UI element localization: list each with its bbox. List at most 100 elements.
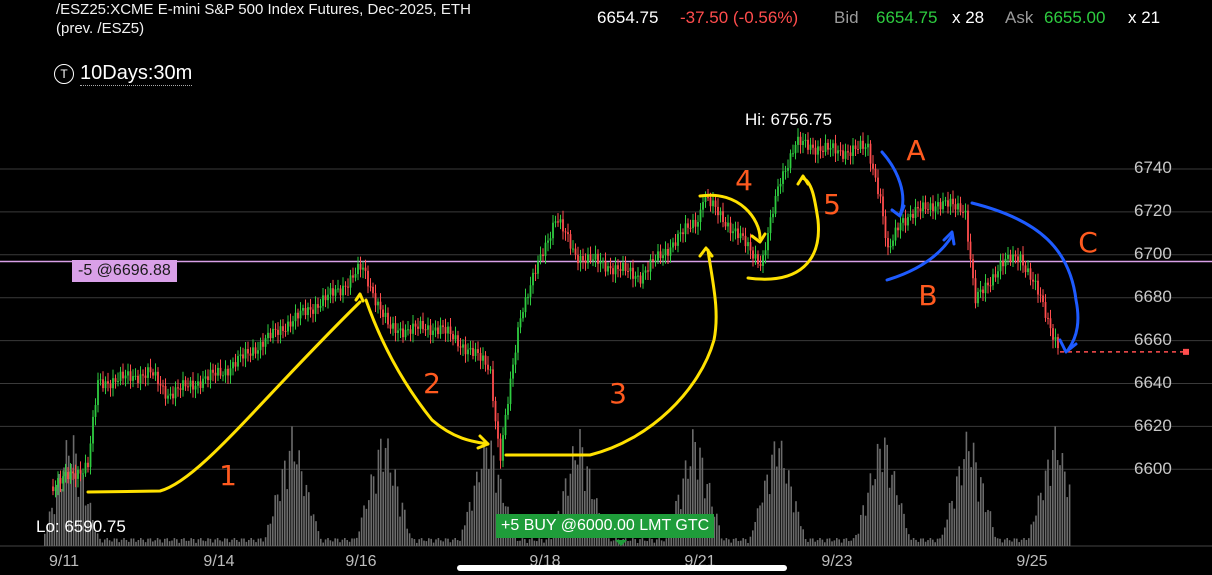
candle-body — [457, 335, 459, 347]
candle-body — [744, 235, 747, 247]
candle-body — [1004, 258, 1007, 267]
volume-bar — [1064, 471, 1066, 546]
volume-bar — [934, 542, 936, 546]
candle-body — [717, 206, 719, 216]
home-indicator[interactable] — [457, 565, 787, 571]
volume-bar — [780, 440, 783, 546]
volume-bar — [408, 533, 411, 546]
candle-body — [1014, 254, 1017, 257]
candle-body — [462, 344, 464, 348]
candle-body — [444, 327, 447, 334]
volume-bar — [747, 542, 749, 546]
volume-bar — [375, 493, 377, 546]
volume-bar — [999, 538, 1001, 546]
candle-body — [902, 218, 904, 223]
candle-body — [192, 380, 194, 390]
candle-body — [304, 308, 307, 316]
volume-bar — [908, 534, 910, 546]
volume-bar — [363, 505, 365, 546]
candle-body — [317, 304, 319, 308]
candle-body — [174, 387, 177, 399]
candle-body — [137, 375, 139, 384]
volume-bar — [519, 540, 521, 546]
volume-bar — [860, 514, 862, 546]
candle-body — [539, 254, 542, 261]
volume-bar — [430, 538, 432, 546]
candle-body — [282, 326, 284, 331]
yellow-arrow-1 — [86, 300, 362, 494]
candle-body — [494, 400, 497, 422]
volume-bar — [632, 538, 634, 546]
volume-bar — [125, 539, 128, 546]
candle-body — [62, 476, 64, 484]
volume-bar — [113, 538, 116, 546]
candle-body — [527, 296, 529, 298]
volume-bar — [240, 538, 243, 546]
volume-bar — [521, 538, 524, 546]
volume-bar — [744, 539, 747, 546]
ask-size: x 21 — [1128, 8, 1161, 27]
candle-body — [89, 443, 92, 468]
candle-body — [839, 150, 842, 152]
volume-bar — [188, 540, 190, 546]
candle-body — [1052, 328, 1054, 340]
candle-body — [567, 232, 569, 235]
volume-bar — [612, 540, 615, 546]
candle-body — [654, 260, 657, 262]
volume-bar — [905, 528, 908, 546]
volume-bar — [137, 539, 140, 546]
candle-body — [877, 177, 879, 195]
candle-body — [939, 202, 942, 210]
volume-bar — [848, 541, 850, 546]
volume-bar — [140, 538, 142, 546]
volume-bar — [65, 440, 68, 546]
volume-bar — [572, 446, 574, 546]
candle-body — [439, 325, 442, 335]
volume-bar — [87, 504, 89, 546]
candle-body — [362, 267, 364, 270]
candle-body — [814, 147, 817, 155]
candle-body — [637, 275, 639, 277]
candle-body — [514, 352, 517, 365]
volume-bar — [929, 538, 932, 546]
interval-selector[interactable]: T 10Days:30m — [54, 62, 193, 86]
volume-bar — [171, 540, 173, 546]
volume-bar — [989, 511, 992, 546]
blue-arrowhead-c — [1058, 338, 1078, 354]
volume-bar — [550, 539, 552, 546]
candle-body — [432, 330, 434, 335]
volume-bar — [226, 538, 228, 546]
volume-bar — [764, 480, 766, 546]
candle-body — [672, 242, 674, 248]
candle-body — [374, 293, 377, 306]
candle-body — [412, 323, 414, 334]
candle-body — [597, 253, 599, 264]
candle-body — [167, 395, 169, 399]
candle-body — [764, 250, 767, 256]
candle-body — [1002, 260, 1004, 267]
candle-body — [509, 378, 512, 404]
volume-bar — [387, 438, 389, 546]
annotation-label: B — [918, 279, 937, 312]
candle-body — [1019, 254, 1022, 263]
volume-bar — [651, 538, 653, 546]
candle-body — [367, 270, 369, 287]
candle-body — [187, 386, 189, 388]
volume-bar — [380, 438, 382, 546]
volume-bar — [586, 466, 588, 546]
candle-body — [624, 262, 627, 271]
volume-bar — [389, 472, 392, 546]
sell-order-tag[interactable]: -5 @6696.88 — [72, 260, 177, 282]
buy-order-tag[interactable]: +5 BUY @6000.00 LMT GTC — [496, 514, 715, 538]
candle-body — [477, 349, 479, 353]
volume-bar — [214, 539, 216, 546]
bid-label: Bid — [834, 8, 859, 27]
candle-body — [204, 376, 207, 379]
candle-body — [589, 254, 592, 261]
candle-body — [114, 378, 117, 382]
candle-body — [687, 223, 689, 228]
volume-bar — [701, 457, 704, 546]
volume-bar — [485, 447, 488, 546]
candle-body — [752, 250, 754, 259]
